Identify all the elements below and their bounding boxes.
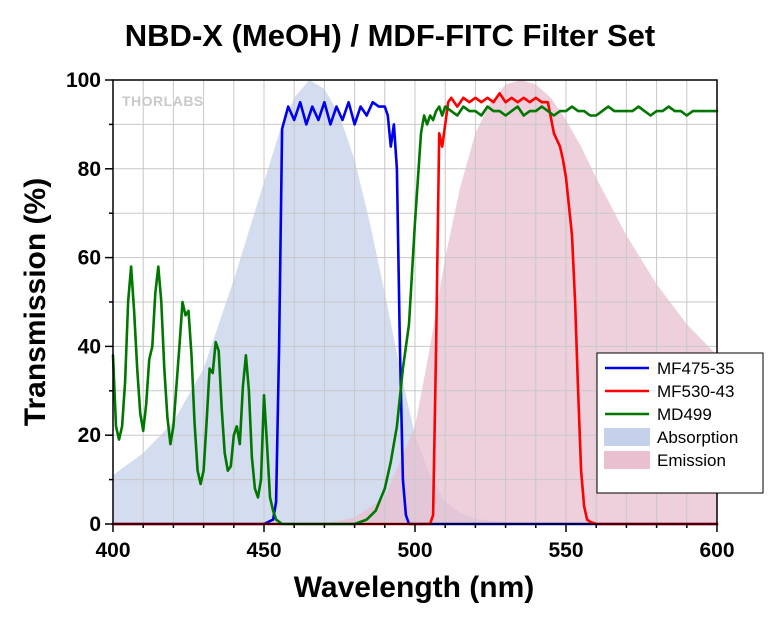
y-tick-label: 60 xyxy=(78,247,101,270)
x-tick-label: 600 xyxy=(699,539,734,562)
legend-box xyxy=(596,352,764,494)
x-tick-label: 400 xyxy=(95,539,130,562)
x-tick-label: 450 xyxy=(246,539,281,562)
thorlabs-watermark: THORLABS xyxy=(122,93,204,109)
legend-label: Absorption xyxy=(657,428,738,447)
y-tick-label: 20 xyxy=(78,424,101,447)
grid-layer xyxy=(113,80,717,524)
y-tick-label: 100 xyxy=(66,69,101,92)
legend-swatch xyxy=(604,451,650,469)
y-tick-label: 80 xyxy=(78,158,101,181)
legend-swatch xyxy=(604,428,650,446)
y-axis-title: Transmission (%) xyxy=(19,178,52,426)
series-line-mf530-43 xyxy=(111,92,719,526)
legend-label: MF475-35 xyxy=(657,359,734,378)
series-line-mf475-35 xyxy=(111,100,719,526)
legend-label: MD499 xyxy=(657,405,712,424)
x-tick-label: 500 xyxy=(397,539,432,562)
legend: MF475-35 MF530-43 MD499 Absorption Emission xyxy=(596,352,764,494)
y-tick-label: 0 xyxy=(89,513,101,536)
legend-label: Emission xyxy=(657,451,726,470)
chart-title: NBD-X (MeOH) / MDF-FITC Filter Set xyxy=(124,18,656,53)
y-tick-label: 40 xyxy=(78,335,101,358)
x-axis-title: Wavelength (nm) xyxy=(294,571,535,604)
axis-layer: 400 450 500 550 600 0 20 40 60 80 100 xyxy=(66,69,735,562)
legend-label: MF530-43 xyxy=(657,382,734,401)
x-tick-label: 550 xyxy=(548,539,583,562)
